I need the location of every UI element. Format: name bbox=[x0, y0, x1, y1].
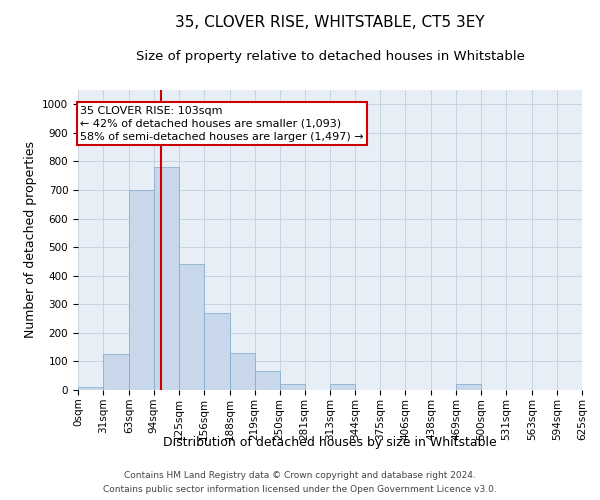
Bar bbox=[280, 384, 305, 390]
Bar bbox=[103, 354, 129, 390]
Bar bbox=[204, 313, 230, 390]
Y-axis label: Number of detached properties: Number of detached properties bbox=[23, 142, 37, 338]
Bar bbox=[179, 264, 204, 390]
Bar bbox=[254, 372, 280, 390]
Bar bbox=[230, 353, 254, 390]
Bar bbox=[331, 384, 355, 390]
Text: Contains HM Land Registry data © Crown copyright and database right 2024.: Contains HM Land Registry data © Crown c… bbox=[124, 472, 476, 480]
Text: 35 CLOVER RISE: 103sqm
← 42% of detached houses are smaller (1,093)
58% of semi-: 35 CLOVER RISE: 103sqm ← 42% of detached… bbox=[80, 106, 364, 142]
Text: 35, CLOVER RISE, WHITSTABLE, CT5 3EY: 35, CLOVER RISE, WHITSTABLE, CT5 3EY bbox=[175, 15, 485, 30]
Bar bbox=[154, 167, 179, 390]
Text: Size of property relative to detached houses in Whitstable: Size of property relative to detached ho… bbox=[136, 50, 524, 63]
Bar bbox=[78, 387, 103, 390]
Text: Distribution of detached houses by size in Whitstable: Distribution of detached houses by size … bbox=[163, 436, 497, 449]
Text: Contains public sector information licensed under the Open Government Licence v3: Contains public sector information licen… bbox=[103, 484, 497, 494]
Bar bbox=[129, 190, 154, 390]
Bar bbox=[456, 384, 481, 390]
